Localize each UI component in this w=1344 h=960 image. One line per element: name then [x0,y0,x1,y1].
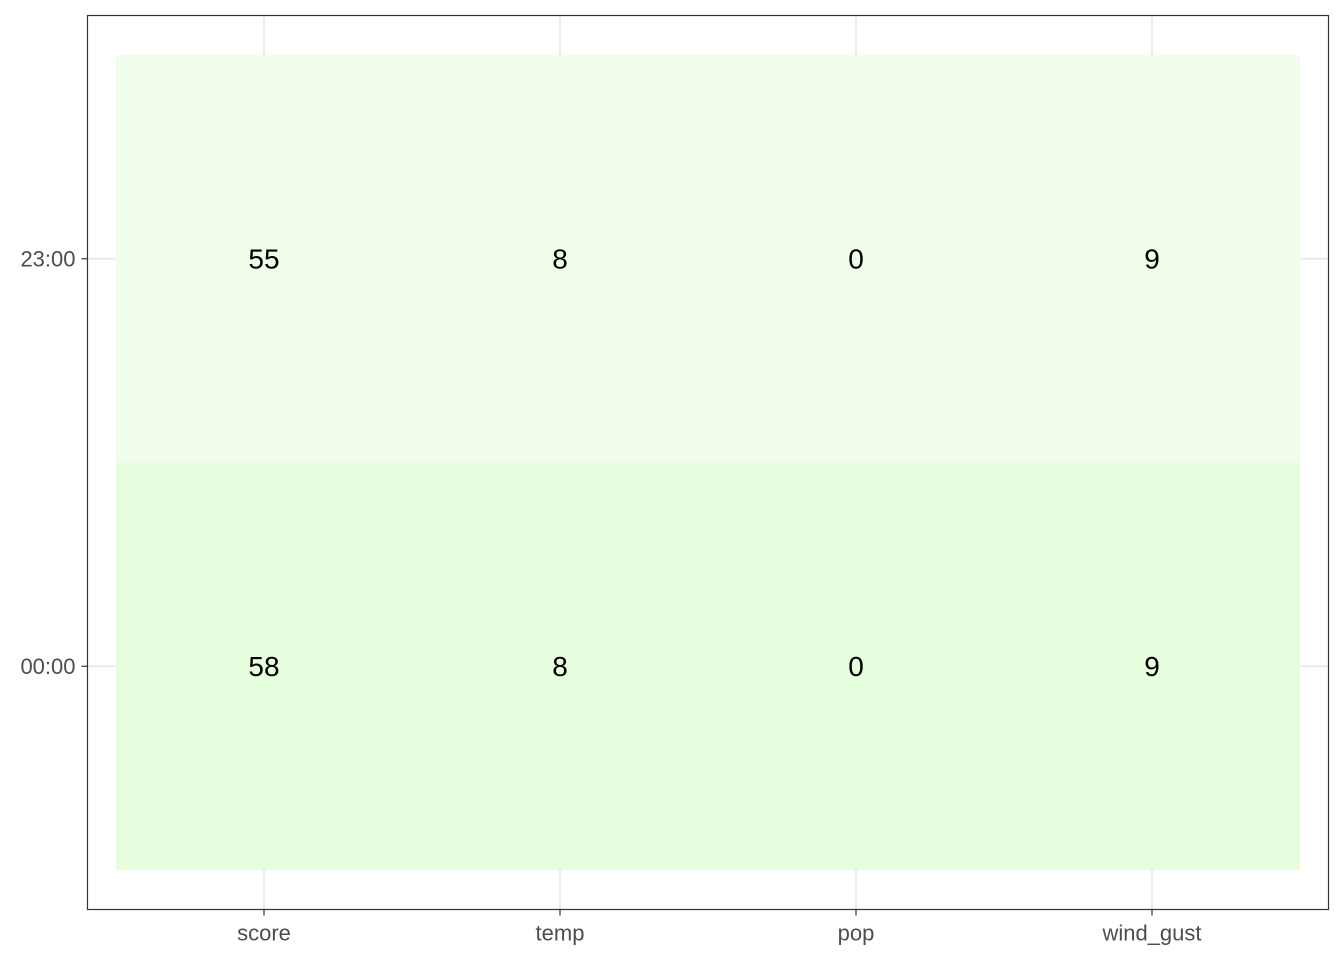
heatmap-row-tile [116,55,1300,463]
x-tick-label: wind_gust [1101,921,1201,946]
cell-value-label: 9 [1144,651,1160,682]
panel-border [86,14,1330,911]
cell-value-label: 58 [248,651,279,682]
cell-value-label: 8 [552,651,568,682]
cell-value-label: 55 [248,243,279,274]
x-axis: score temp pop wind_gust [237,909,1202,946]
y-tick-label: 00:00 [20,654,75,679]
x-tick-label: pop [838,921,875,946]
cell-value-label: 9 [1144,243,1160,274]
cell-value-label: 0 [848,651,864,682]
cell-value-label: 0 [848,243,864,274]
y-axis: 00:00 23:00 [20,246,88,679]
heatmap-row-tile [116,462,1300,870]
x-tick-label: temp [536,921,585,946]
heatmap-tiles [116,55,1300,870]
cell-labels: 55 8 0 9 58 8 0 9 [248,243,1159,682]
y-tick-label: 23:00 [20,246,75,271]
cell-value-label: 8 [552,243,568,274]
x-tick-label: score [237,921,291,946]
